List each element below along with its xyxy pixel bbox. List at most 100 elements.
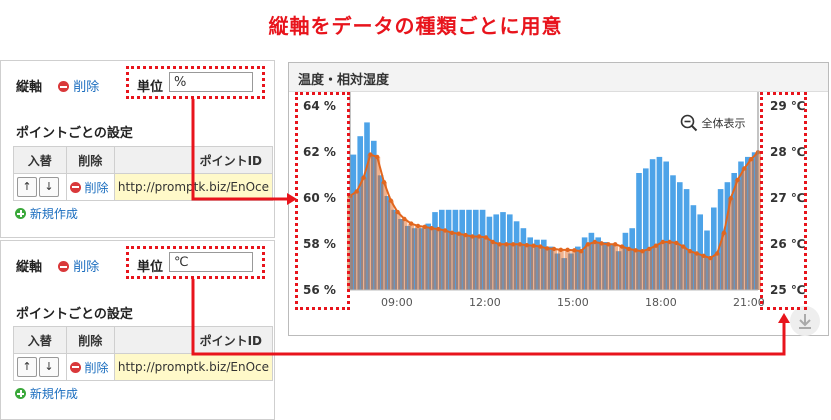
- table-row: ↑ ↓ 削除 http://promptk.biz/EnOce: [13, 353, 274, 381]
- temperature-point: [653, 243, 659, 248]
- page-heading: 縦軸をデータの種類ごとに用意: [268, 14, 563, 38]
- temperature-point: [626, 246, 631, 252]
- temperature-point: [585, 242, 591, 247]
- temperature-point: [402, 216, 407, 222]
- temperature-point: [660, 239, 665, 245]
- humidity-bar: [479, 209, 486, 290]
- move-down-button[interactable]: ↓: [39, 357, 59, 377]
- chart-svg: [347, 92, 761, 291]
- temperature-bar: [449, 232, 455, 290]
- temperature-bar: [428, 228, 435, 290]
- points-heading: ポイントごとの設定: [16, 126, 133, 141]
- humidity-bar: [738, 161, 744, 290]
- zoom-out-icon: [680, 114, 698, 132]
- x-tick: 21:00: [733, 296, 765, 309]
- y-right-tick: 25 ℃: [770, 283, 806, 297]
- temperature-bar: [666, 242, 673, 290]
- humidity-bar: [615, 251, 622, 290]
- temperature-point: [517, 242, 523, 247]
- temperature-bar: [374, 156, 381, 290]
- temperature-point: [415, 223, 421, 229]
- temperature-point: [388, 198, 393, 203]
- temperature-point: [694, 251, 699, 256]
- y-left-tick: 60 %: [303, 191, 336, 205]
- new-point-button[interactable]: 新規作成: [15, 385, 78, 402]
- axis-delete-button[interactable]: 削除: [58, 260, 99, 275]
- temperature-point: [375, 154, 380, 160]
- highlight-left-axis: [295, 92, 350, 310]
- temperature-bar: [367, 154, 374, 290]
- temperature-point: [531, 243, 536, 248]
- temperature-bar: [401, 219, 408, 290]
- temperature-bar: [503, 244, 510, 290]
- humidity-bar: [513, 221, 520, 290]
- temperature-point: [524, 243, 529, 248]
- humidity-bar: [575, 246, 581, 290]
- humidity-bar: [670, 175, 676, 290]
- temperature-bar: [523, 245, 530, 290]
- new-point-button[interactable]: 新規作成: [15, 205, 78, 222]
- temperature-bar: [564, 249, 571, 290]
- humidity-bar: [541, 239, 547, 290]
- temperature-bar: [714, 253, 721, 290]
- humidity-bar: [711, 207, 717, 290]
- temperature-bar: [537, 246, 544, 290]
- temperature-bar: [360, 177, 367, 290]
- chart-header: [289, 63, 828, 92]
- download-button[interactable]: [790, 306, 820, 336]
- temperature-bar: [578, 251, 585, 290]
- humidity-bar: [357, 136, 363, 290]
- y-right-tick: 27 ℃: [770, 191, 806, 205]
- temperature-point: [422, 224, 427, 230]
- temperature-point: [667, 239, 672, 245]
- temperature-point: [395, 209, 400, 215]
- plus-icon: [15, 388, 26, 399]
- temperature-point: [449, 230, 455, 235]
- temperature-point: [728, 196, 733, 201]
- temperature-point: [456, 231, 461, 236]
- humidity-bar: [445, 209, 452, 290]
- humidity-bar: [377, 175, 384, 290]
- reset-zoom-button[interactable]: 全体表示: [680, 114, 746, 132]
- humidity-bar: [398, 219, 404, 290]
- temperature-bar: [727, 198, 734, 290]
- temperature-bar: [517, 244, 523, 290]
- axis-label: 縦軸: [16, 260, 43, 275]
- temperature-bar: [510, 244, 517, 290]
- row-delete-button[interactable]: 削除: [65, 173, 115, 201]
- points-table: 入替 削除 ポイントID ↑ ↓ 削除 http://promptk.biz/En…: [13, 326, 274, 381]
- move-up-button[interactable]: ↑: [17, 177, 37, 197]
- humidity-bar: [350, 154, 357, 290]
- unit-input-temperature[interactable]: ℃: [169, 252, 253, 272]
- temperature-bar: [585, 244, 591, 290]
- humidity-bar: [717, 189, 724, 290]
- humidity-bar: [588, 232, 595, 290]
- temperature-bar: [700, 255, 707, 290]
- humidity-bar: [629, 228, 635, 290]
- humidity-bar: [704, 230, 710, 290]
- highlight-unit-temperature: [126, 246, 265, 279]
- axis-delete-button[interactable]: 削除: [58, 80, 99, 95]
- temperature-bar: [605, 244, 612, 290]
- temperature-point: [613, 242, 618, 247]
- temperature-point: [619, 244, 625, 249]
- temperature-point: [429, 226, 434, 231]
- humidity-bar: [391, 209, 397, 290]
- point-id-field[interactable]: http://promptk.biz/EnOce: [113, 353, 274, 381]
- unit-input-humidity[interactable]: %: [169, 72, 253, 92]
- temperature-bar: [394, 212, 401, 290]
- temperature-bar: [659, 242, 666, 290]
- y-left-tick: 62 %: [303, 145, 336, 159]
- header-delete: 削除: [65, 326, 115, 354]
- temperature-point: [504, 242, 509, 247]
- temperature-bar: [551, 248, 557, 290]
- move-down-button[interactable]: ↓: [39, 177, 59, 197]
- row-delete-button[interactable]: 削除: [65, 353, 115, 381]
- temperature-point: [368, 152, 373, 157]
- move-up-button[interactable]: ↑: [17, 357, 37, 377]
- temperature-bar: [557, 249, 564, 290]
- y-right-tick: 28 ℃: [770, 145, 806, 159]
- humidity-bar: [500, 212, 506, 290]
- temperature-point: [579, 249, 584, 254]
